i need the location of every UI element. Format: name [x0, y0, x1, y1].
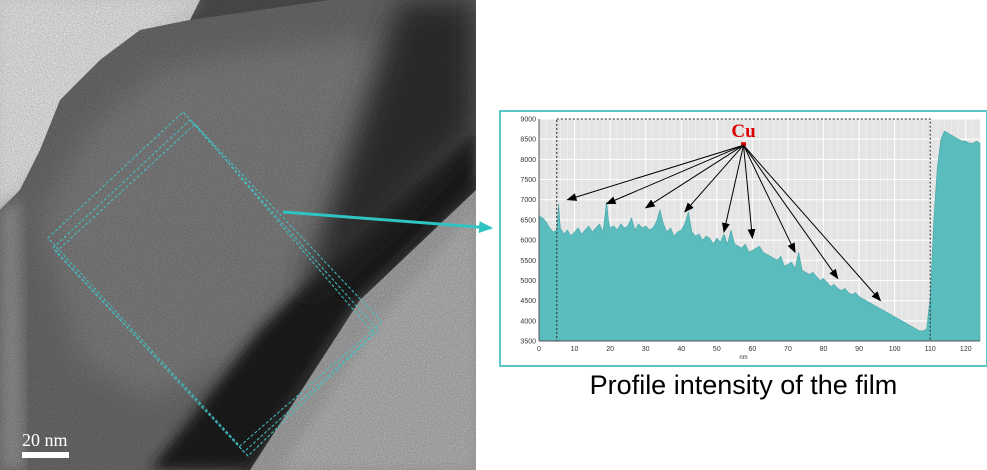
annotation-arrow [684, 144, 744, 213]
x-tick-label: 90 [855, 346, 863, 353]
y-tick-label: 7500 [520, 177, 536, 184]
x-tick-label: 40 [677, 346, 685, 353]
y-tick-label: 6500 [520, 217, 536, 224]
x-axis-label: nm [739, 355, 747, 361]
selection-rectangle [47, 111, 383, 457]
x-tick-label: 30 [642, 346, 650, 353]
annotation-arrow [722, 145, 744, 233]
x-tick-label: 120 [960, 346, 972, 353]
y-tick-label: 4000 [520, 318, 536, 325]
scale-bar-label: 20 nm [22, 430, 68, 450]
x-tick-label: 10 [571, 346, 579, 353]
x-tick-label: 60 [748, 346, 756, 353]
annotation-arrow [644, 144, 744, 209]
caption: Profile intensity of the film [589, 370, 898, 400]
x-tick-label: 20 [606, 346, 614, 353]
x-tick-label: 50 [713, 346, 721, 353]
y-tick-label: 9000 [520, 117, 536, 124]
y-tick-label: 5500 [520, 258, 536, 265]
x-tick-label: 0 [537, 346, 541, 353]
annotation-arrow [743, 144, 839, 280]
x-tick-label: 100 [889, 346, 901, 353]
intensity-profile-chart: 0 10 20 30 40 50 60 70 80 90 100 110 120 3500 4000 4500… [520, 117, 981, 361]
annotation-arrow [743, 145, 796, 254]
x-tick-label: 110 [925, 346, 936, 353]
connector-arrow [282, 210, 493, 234]
annotation-label: Cu [731, 121, 756, 142]
y-tick-label: 6000 [520, 238, 536, 245]
annotation-arrow [605, 144, 744, 205]
y-tick-label: 4500 [520, 298, 536, 305]
y-tick-label: 8500 [520, 137, 536, 144]
annotation-marker [740, 142, 746, 147]
x-tick-label: 80 [820, 346, 828, 353]
annotation-arrow [742, 145, 756, 240]
selection-region [556, 118, 931, 342]
annotation-arrow [743, 144, 882, 302]
y-tick-label: 5000 [520, 278, 536, 285]
tem-micrograph: 20 nm [0, 0, 476, 470]
y-tick-label: 8000 [520, 157, 536, 164]
series-area [538, 130, 981, 342]
x-tick-label: 70 [784, 346, 792, 353]
y-tick-label: 3500 [520, 339, 536, 346]
y-tick-label: 7000 [520, 197, 536, 204]
annotation-arrow [566, 144, 744, 201]
scale-bar [22, 452, 69, 458]
